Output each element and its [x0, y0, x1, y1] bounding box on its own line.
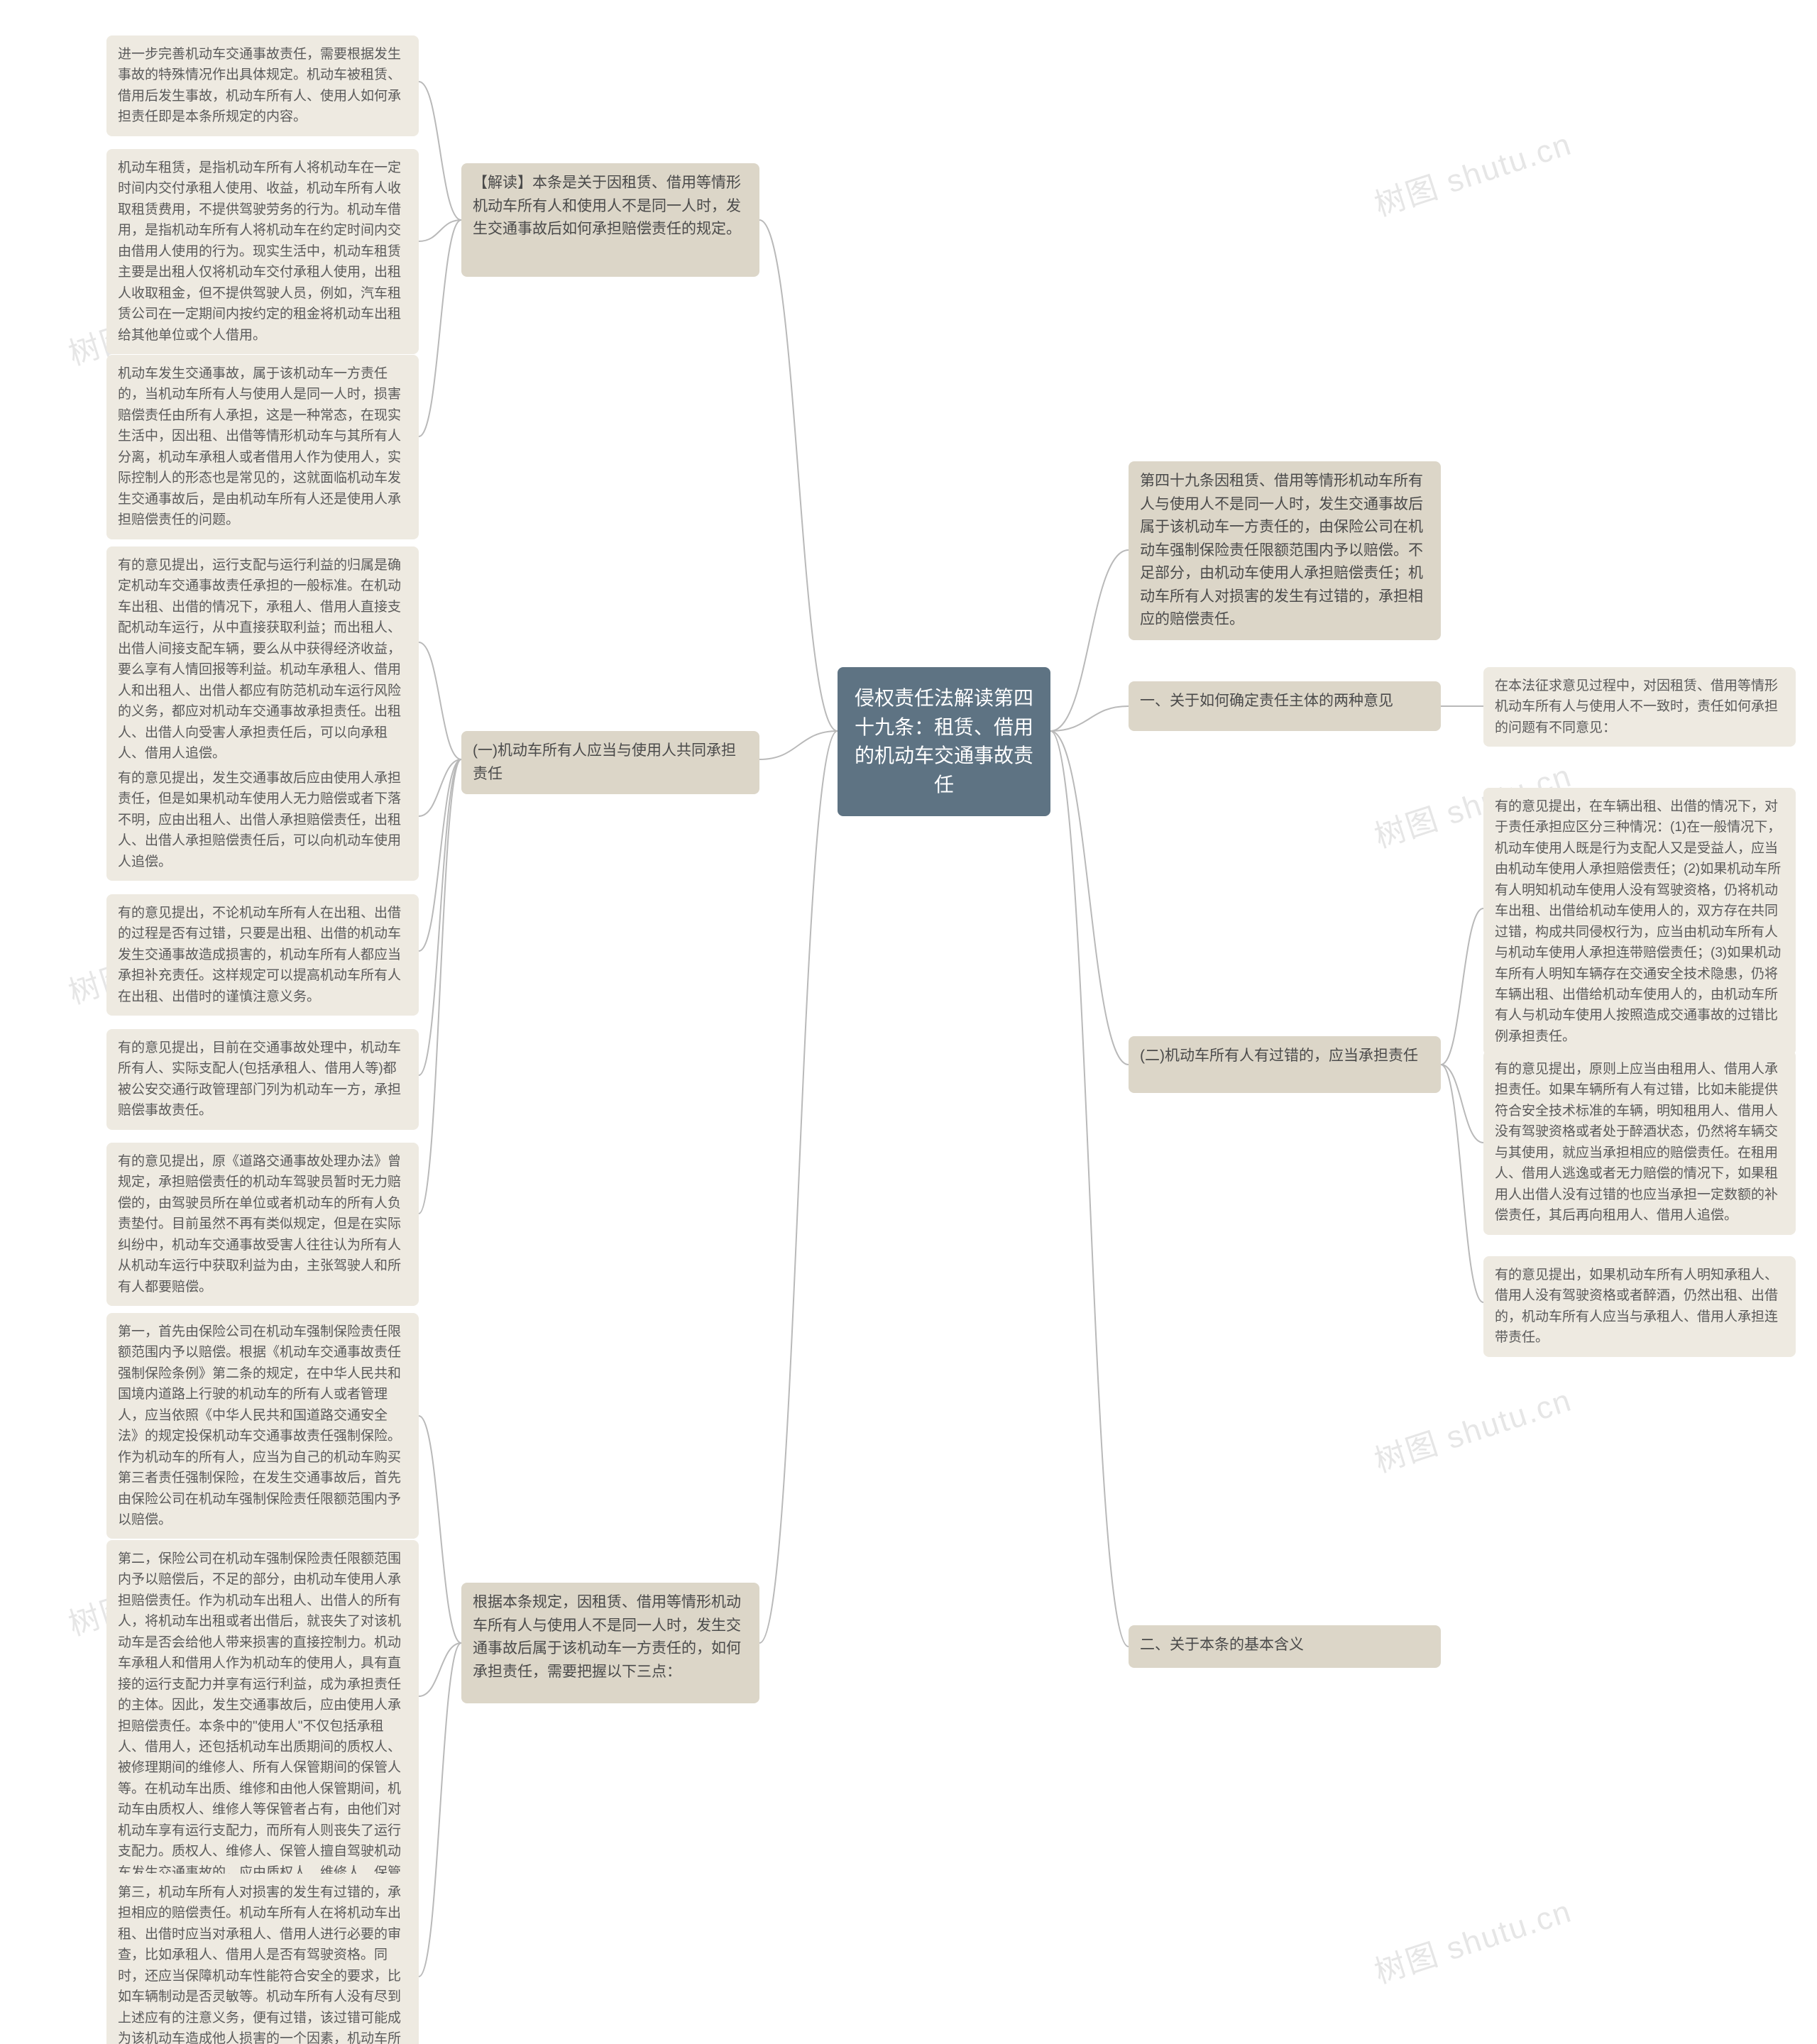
watermark: 树图 shutu.cn [1368, 119, 1576, 225]
leaf-node: 有的意见提出，不论机动车所有人在出租、出借的过程是否有过错，只要是出租、出借的机… [106, 894, 419, 1016]
leaf-node: 有的意见提出，目前在交通事故处理中，机动车所有人、实际支配人(包括承租人、借用人… [106, 1029, 419, 1130]
leaf-node: 有的意见提出，原则上应当由租用人、借用人承担责任。如果车辆所有人有过错，比如未能… [1483, 1050, 1796, 1235]
leaf-node: 机动车租赁，是指机动车所有人将机动车在一定时间内交付承租人使用、收益，机动车所有… [106, 149, 419, 354]
branch-node: 二、关于本条的基本含义 [1129, 1625, 1441, 1668]
leaf-node: 第一，首先由保险公司在机动车强制保险责任限额范围内予以赔偿。根据《机动车交通事故… [106, 1313, 419, 1539]
branch-node: (一)机动车所有人应当与使用人共同承担责任 [461, 731, 759, 794]
leaf-node: 第三，机动车所有人对损害的发生有过错的，承担相应的赔偿责任。机动车所有人在将机动… [106, 1874, 419, 2044]
leaf-node: 在本法征求意见过程中，对因租赁、借用等情形机动车所有人与使用人不一致时，责任如何… [1483, 667, 1796, 747]
leaf-node: 第二，保险公司在机动车强制保险责任限额范围内予以赔偿后，不足的部分，由机动车使用… [106, 1540, 419, 1912]
branch-node: 一、关于如何确定责任主体的两种意见 [1129, 681, 1441, 731]
watermark: 树图 shutu.cn [1368, 1375, 1576, 1481]
leaf-node: 有的意见提出，原《道路交通事故处理办法》曾规定，承担赔偿责任的机动车驾驶员暂时无… [106, 1143, 419, 1306]
leaf-node: 有的意见提出，运行支配与运行利益的归属是确定机动车交通事故责任承担的一般标准。在… [106, 546, 419, 772]
watermark: 树图 shutu.cn [1368, 1886, 1576, 1992]
leaf-node: 进一步完善机动车交通事故责任，需要根据发生事故的特殊情况作出具体规定。机动车被租… [106, 35, 419, 136]
leaf-node: 有的意见提出，发生交通事故后应由使用人承担责任，但是如果机动车使用人无力赔偿或者… [106, 759, 419, 881]
root-node: 侵权责任法解读第四十九条：租赁、借用的机动车交通事故责任 [838, 667, 1050, 816]
leaf-node: 有的意见提出，如果机动车所有人明知承租人、借用人没有驾驶资格或者醉酒，仍然出租、… [1483, 1256, 1796, 1357]
leaf-node: 机动车发生交通事故，属于该机动车一方责任的，当机动车所有人与使用人是同一人时，损… [106, 355, 419, 539]
branch-node: 【解读】本条是关于因租赁、借用等情形机动车所有人和使用人不是同一人时，发生交通事… [461, 163, 759, 277]
leaf-node: 有的意见提出，在车辆出租、出借的情况下，对于责任承担应区分三种情况：(1)在一般… [1483, 788, 1796, 1055]
branch-node: 第四十九条因租赁、借用等情形机动车所有人与使用人不是同一人时，发生交通事故后属于… [1129, 461, 1441, 640]
branch-node: (二)机动车所有人有过错的，应当承担责任 [1129, 1036, 1441, 1093]
branch-node: 根据本条规定，因租赁、借用等情形机动车所有人与使用人不是同一人时，发生交通事故后… [461, 1583, 759, 1703]
